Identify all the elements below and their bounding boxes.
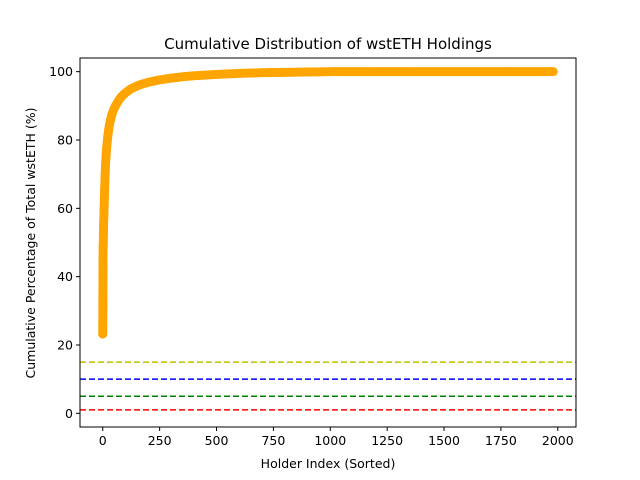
series-line xyxy=(102,70,554,335)
x-axis-ticks: 0 250 500 750 1000 1250 1500 1750 2000 xyxy=(99,427,574,448)
x-tick-label: 1000 xyxy=(314,433,346,448)
x-tick-label: 1250 xyxy=(371,433,403,448)
x-axis-label: Holder Index (Sorted) xyxy=(261,456,396,471)
reference-lines xyxy=(80,361,576,411)
x-tick-label: 250 xyxy=(148,433,172,448)
y-tick-label: 60 xyxy=(57,201,73,216)
y-axis-label: Cumulative Percentage of Total wstETH (%… xyxy=(23,108,38,379)
x-tick-label: 500 xyxy=(205,433,229,448)
x-tick-label: 2000 xyxy=(542,433,574,448)
series-layer xyxy=(98,67,558,339)
axes-frame xyxy=(79,57,577,428)
y-tick-label: 100 xyxy=(49,64,73,79)
y-tick-label: 0 xyxy=(65,406,73,421)
y-tick-label: 80 xyxy=(57,133,73,148)
x-tick-label: 1500 xyxy=(428,433,460,448)
chart-title: Cumulative Distribution of wstETH Holdin… xyxy=(164,35,492,53)
data-point xyxy=(548,67,558,77)
x-tick-label: 750 xyxy=(261,433,285,448)
y-axis-ticks: 0 20 40 60 80 100 xyxy=(49,64,80,421)
x-tick-label: 0 xyxy=(99,433,107,448)
y-tick-label: 40 xyxy=(57,269,73,284)
x-tick-label: 1750 xyxy=(485,433,517,448)
y-tick-label: 20 xyxy=(57,338,73,353)
